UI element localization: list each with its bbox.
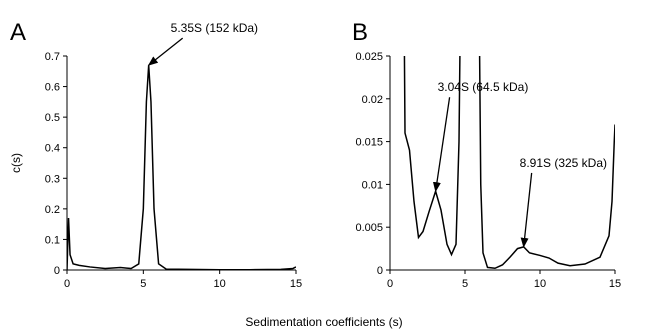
- curve: [67, 65, 296, 271]
- annotation: 8.91S (325 kDa): [520, 156, 607, 170]
- y-tick-label: 0.6: [45, 82, 60, 94]
- y-tick-label: 0.02: [362, 94, 383, 106]
- y-tick-label: 0.015: [355, 137, 383, 149]
- x-tick-label: 10: [214, 278, 226, 290]
- y-tick-label: 0.4: [45, 143, 60, 155]
- x-tick-label: 15: [609, 278, 621, 290]
- x-axis-label: Sedimentation coefficients (s): [245, 315, 402, 329]
- annotation-arrow: [520, 172, 533, 248]
- y-tick-label: 0.2: [45, 204, 60, 216]
- curve: [403, 56, 615, 270]
- panel-label: B: [352, 19, 368, 46]
- panel-label: A: [10, 19, 26, 46]
- y-tick-label: 0.7: [45, 51, 60, 63]
- y-tick-label: 0: [377, 265, 383, 277]
- annotation-arrow: [432, 97, 451, 193]
- y-tick-label: 0.3: [45, 173, 60, 185]
- x-tick-label: 5: [462, 278, 468, 290]
- y-axis-label: c(s): [9, 153, 23, 173]
- x-tick-label: 15: [290, 278, 302, 290]
- x-tick-label: 10: [534, 278, 546, 290]
- y-tick-label: 0.01: [362, 179, 383, 191]
- y-tick-label: 0: [54, 265, 60, 277]
- annotation: 3.04S (64.5 kDa): [438, 80, 529, 94]
- y-tick-label: 0.1: [45, 234, 60, 246]
- annotation-arrow: [147, 37, 184, 66]
- x-tick-label: 0: [387, 278, 393, 290]
- x-tick-label: 5: [140, 278, 146, 290]
- annotation: 5.35S (152 kDa): [171, 21, 258, 35]
- y-tick-label: 0.5: [45, 112, 60, 124]
- x-tick-label: 0: [64, 278, 70, 290]
- y-tick-label: 0.025: [355, 51, 383, 63]
- y-tick-label: 0.005: [355, 222, 383, 234]
